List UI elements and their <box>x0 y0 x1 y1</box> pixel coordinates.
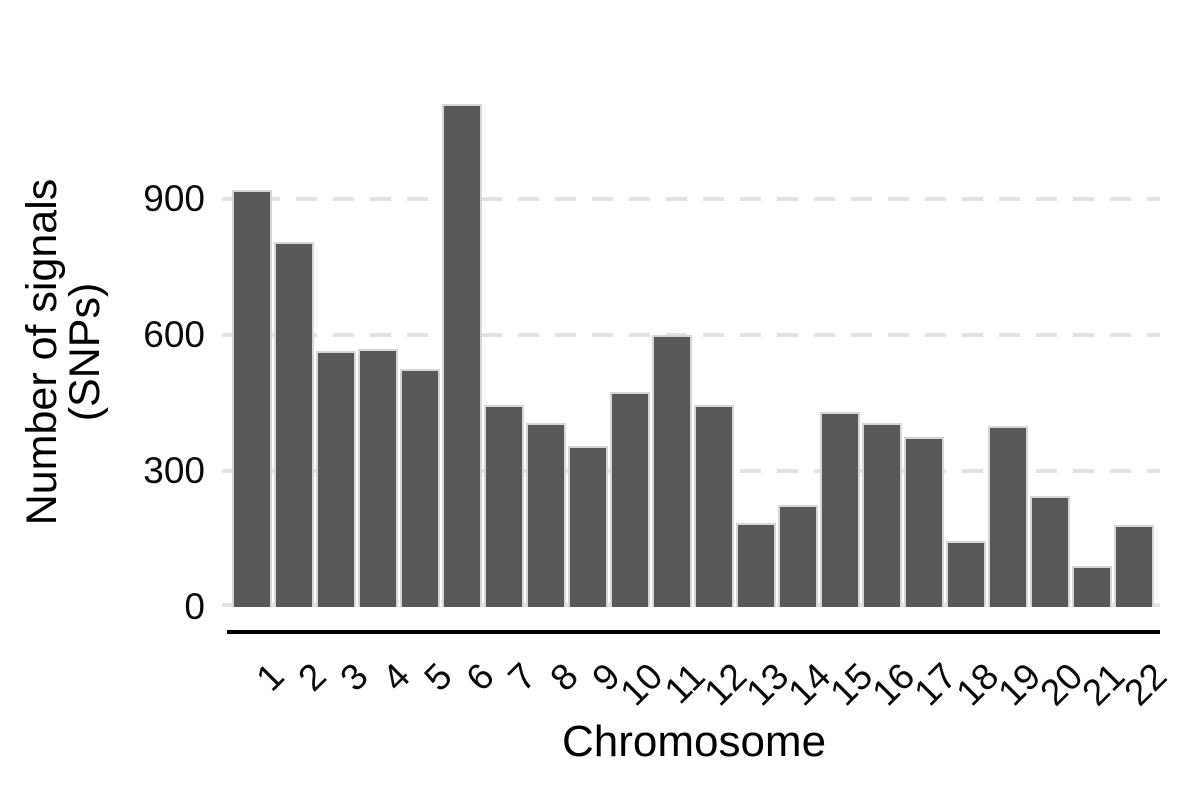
y-axis-title: Number of signals (SNPs) <box>18 152 109 552</box>
bar-chr1 <box>232 190 272 607</box>
bar-chr15 <box>820 412 860 607</box>
bar-chr5 <box>400 369 440 607</box>
bar-chr10 <box>610 392 650 607</box>
bar-chr20 <box>1030 496 1070 607</box>
bar-chr9 <box>568 446 608 607</box>
y-tick-label-600: 600 <box>143 314 205 355</box>
x-tick-label-2: 2 <box>290 655 335 699</box>
x-tick-label-22: 22 <box>1116 655 1175 714</box>
y-tick-label-900: 900 <box>143 178 205 219</box>
x-tick-label-3: 3 <box>332 655 377 699</box>
bar-chr16 <box>862 423 902 607</box>
bar-chr2 <box>274 242 314 607</box>
bar-chr13 <box>736 523 776 607</box>
bar-chr19 <box>988 426 1028 607</box>
x-tick-label-4: 4 <box>374 655 419 699</box>
y-axis-title-line1: Number of signals <box>18 178 66 526</box>
bar-chr7 <box>484 405 524 607</box>
y-tick-label-300: 300 <box>143 450 205 491</box>
bar-chr14 <box>778 505 818 607</box>
bar-chr12 <box>694 405 734 607</box>
bar-chr21 <box>1072 566 1112 607</box>
bar-chr22 <box>1114 525 1154 607</box>
bar-chr18 <box>946 541 986 607</box>
x-axis-title: Chromosome <box>561 717 827 766</box>
bar-chr3 <box>316 351 356 607</box>
bar-chr11 <box>652 335 692 607</box>
x-tick-label-5: 5 <box>416 655 461 699</box>
y-axis-title-line2: (SNPs) <box>61 282 109 422</box>
x-axis-line <box>227 630 1160 634</box>
gridline-900 <box>222 197 1160 201</box>
x-tick-label-8: 8 <box>542 655 587 699</box>
x-tick-label-6: 6 <box>458 655 503 699</box>
y-tick-label-0: 0 <box>184 586 205 627</box>
x-tick-label-7: 7 <box>500 655 545 699</box>
bar-chr8 <box>526 423 566 607</box>
x-tick-label-1: 1 <box>248 655 293 699</box>
bar-chr4 <box>358 349 398 607</box>
bar-chr6 <box>442 104 482 607</box>
bar-chr17 <box>904 437 944 607</box>
